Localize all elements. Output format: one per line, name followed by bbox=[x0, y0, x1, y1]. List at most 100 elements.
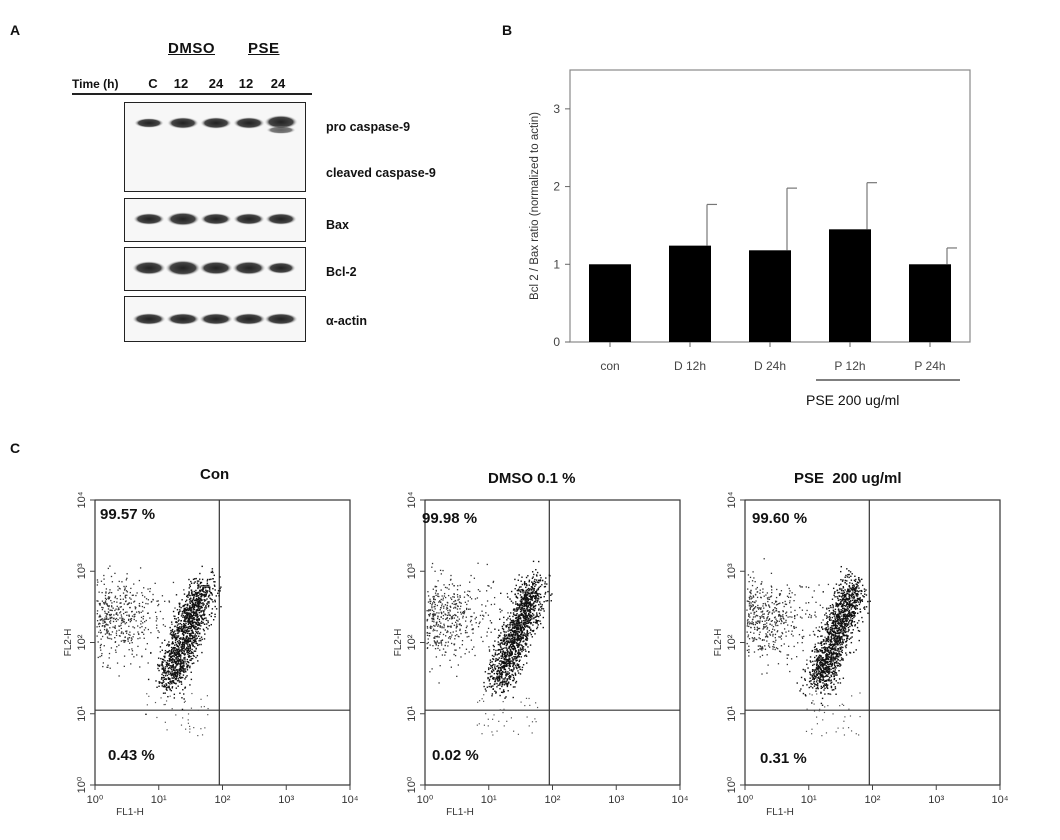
event-dot bbox=[832, 587, 835, 590]
event-dot bbox=[498, 657, 501, 659]
event-dot bbox=[138, 633, 140, 636]
event-dot bbox=[456, 623, 458, 625]
event-dot bbox=[500, 592, 502, 595]
x-axis-label: FL1-H bbox=[446, 807, 474, 818]
event-dot bbox=[195, 592, 198, 594]
event-dot bbox=[444, 596, 447, 599]
event-dot bbox=[198, 584, 200, 586]
event-dot bbox=[485, 605, 487, 607]
event-dot bbox=[199, 593, 201, 595]
event-dot bbox=[846, 568, 848, 570]
event-dot bbox=[182, 632, 184, 635]
event-dot bbox=[513, 663, 515, 665]
event-dot bbox=[832, 656, 835, 658]
event-dot bbox=[858, 639, 860, 642]
event-dot bbox=[435, 589, 437, 592]
bar-4 bbox=[909, 264, 951, 342]
event-dot bbox=[532, 560, 535, 563]
event-dot bbox=[171, 660, 173, 662]
event-dot bbox=[116, 646, 118, 648]
event-dot bbox=[506, 637, 508, 639]
event-dot bbox=[819, 664, 822, 667]
event-dot bbox=[527, 646, 529, 648]
event-dot bbox=[842, 629, 845, 631]
event-dot bbox=[492, 718, 494, 720]
event-dot bbox=[474, 654, 476, 657]
event-dot bbox=[438, 612, 440, 614]
event-dot bbox=[814, 648, 816, 651]
event-dot bbox=[161, 658, 164, 660]
event-dot bbox=[437, 647, 439, 650]
event-dot bbox=[529, 629, 532, 631]
event-dot bbox=[119, 606, 121, 608]
event-dot bbox=[210, 571, 213, 574]
event-dot bbox=[447, 626, 449, 628]
event-dot bbox=[468, 635, 470, 638]
event-dot bbox=[806, 684, 808, 686]
event-dot bbox=[524, 591, 526, 593]
event-dot bbox=[189, 608, 191, 610]
event-dot bbox=[826, 630, 828, 633]
event-dot bbox=[490, 685, 492, 688]
event-dot bbox=[188, 615, 190, 617]
event-dot bbox=[203, 596, 206, 598]
event-dot bbox=[124, 596, 126, 598]
event-dot bbox=[171, 637, 174, 640]
group-label-dmso: DMSO bbox=[168, 40, 215, 57]
event-dot bbox=[818, 666, 821, 668]
event-dot bbox=[530, 622, 532, 625]
event-dot bbox=[169, 680, 171, 683]
event-dot bbox=[863, 606, 866, 608]
event-dot bbox=[523, 655, 526, 657]
event-dot bbox=[431, 605, 433, 607]
event-dot bbox=[823, 668, 825, 670]
event-dot bbox=[523, 607, 526, 610]
event-dot bbox=[468, 608, 470, 610]
event-dot bbox=[845, 624, 847, 626]
event-dot bbox=[189, 627, 191, 630]
event-dot bbox=[829, 651, 831, 653]
event-dot bbox=[445, 614, 447, 616]
event-dot bbox=[538, 603, 540, 606]
event-dot bbox=[864, 590, 866, 593]
event-dot bbox=[493, 596, 496, 599]
event-dot bbox=[512, 643, 514, 645]
event-dot bbox=[176, 668, 178, 671]
event-dot bbox=[833, 664, 836, 667]
event-dot bbox=[196, 595, 198, 597]
event-dot bbox=[187, 609, 190, 612]
event-dot bbox=[527, 598, 529, 600]
event-dot bbox=[516, 664, 519, 667]
event-dot bbox=[828, 653, 830, 656]
event-dot bbox=[509, 622, 512, 624]
event-dot bbox=[181, 651, 184, 654]
event-dot bbox=[524, 624, 526, 626]
event-dot bbox=[488, 678, 491, 681]
event-dot bbox=[520, 637, 522, 639]
event-dot bbox=[823, 671, 825, 674]
event-dot bbox=[503, 690, 505, 693]
event-dot bbox=[489, 676, 492, 678]
event-dot bbox=[174, 634, 176, 636]
event-dot bbox=[120, 606, 122, 608]
event-dot bbox=[537, 598, 539, 600]
event-dot bbox=[170, 664, 172, 667]
event-dot bbox=[511, 665, 514, 667]
event-dot bbox=[189, 606, 191, 608]
event-dot bbox=[535, 574, 538, 576]
event-dot bbox=[157, 636, 159, 639]
event-dot bbox=[525, 576, 528, 579]
event-dot bbox=[834, 624, 837, 627]
event-dot bbox=[524, 618, 527, 620]
event-dot bbox=[523, 632, 525, 634]
event-dot bbox=[460, 656, 462, 658]
event-dot bbox=[527, 609, 530, 612]
event-dot bbox=[443, 605, 445, 608]
event-dot bbox=[487, 667, 490, 669]
event-dot bbox=[181, 641, 184, 644]
event-dot bbox=[162, 668, 165, 670]
event-dot bbox=[501, 654, 504, 657]
event-dot bbox=[500, 675, 503, 678]
event-dot bbox=[203, 617, 206, 620]
event-dot bbox=[156, 624, 158, 626]
